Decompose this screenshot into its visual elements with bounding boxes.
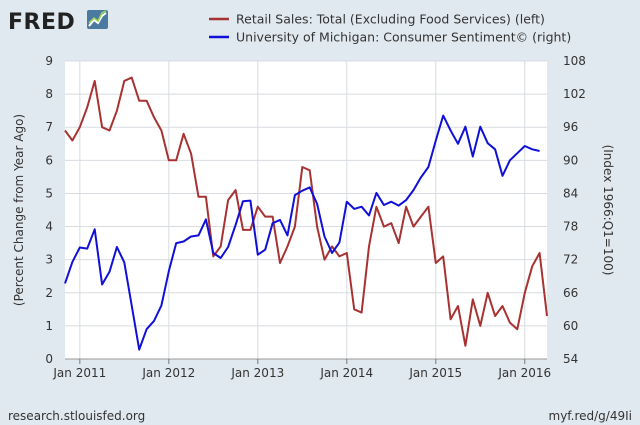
right-tick-label: 96 — [563, 120, 578, 134]
left-tick-label: 7 — [45, 120, 53, 134]
left-tick-label: 3 — [45, 253, 53, 267]
right-axis-title: (Index 1966:Q1=100) — [601, 145, 615, 276]
fred-logo[interactable]: FRED — [8, 10, 108, 35]
x-tick-label: Jan 2014 — [319, 366, 373, 380]
x-tick-label: Jan 2016 — [497, 366, 551, 380]
series-line-retail-sales[interactable] — [64, 76, 548, 347]
left-tick-label: 0 — [45, 352, 53, 366]
left-tick-label: 8 — [45, 87, 53, 101]
left-tick-label: 4 — [45, 220, 53, 234]
series-line-consumer-sentiment[interactable] — [64, 114, 540, 351]
right-axis-ticks: 54 60 66 72 78 84 90 96 102 108 — [563, 54, 586, 366]
fred-chart-logo-icon — [87, 10, 108, 29]
right-tick-label: 72 — [563, 253, 578, 267]
right-tick-label: 102 — [563, 87, 586, 101]
x-tick-label: Jan 2011 — [52, 366, 106, 380]
legend: Retail Sales: Total (Excluding Food Serv… — [209, 12, 571, 45]
legend-entry[interactable]: Retail Sales: Total (Excluding Food Serv… — [236, 12, 545, 27]
plot-area — [65, 61, 547, 359]
right-tick-label: 66 — [563, 286, 578, 300]
x-tick-label: Jan 2012 — [141, 366, 195, 380]
short-link[interactable]: myf.red/g/49Ii — [549, 409, 632, 423]
left-tick-label: 2 — [45, 286, 53, 300]
logo-text: FRED — [8, 10, 75, 35]
legend-entry[interactable]: University of Michigan: Consumer Sentime… — [236, 30, 571, 45]
left-axis-ticks: 0 1 2 3 4 5 6 7 8 9 — [45, 54, 53, 366]
x-tick-label: Jan 2013 — [230, 366, 284, 380]
left-tick-label: 9 — [45, 54, 53, 68]
right-tick-label: 54 — [563, 352, 578, 366]
left-tick-label: 6 — [45, 153, 53, 167]
x-axis-ticks: Jan 2011 Jan 2012 Jan 2013 Jan 2014 Jan 2015… — [52, 359, 551, 380]
right-tick-label: 90 — [563, 153, 578, 167]
x-tick-label: Jan 2015 — [408, 366, 462, 380]
left-tick-label: 1 — [45, 319, 53, 333]
series-layer — [64, 76, 548, 351]
right-tick-label: 84 — [563, 186, 578, 200]
gridlines — [65, 60, 547, 360]
left-axis-title: (Percent Change from Year Ago) — [12, 114, 26, 306]
right-tick-label: 78 — [563, 220, 578, 234]
source-link[interactable]: research.stlouisfed.org — [8, 409, 145, 423]
right-tick-label: 108 — [563, 54, 586, 68]
left-tick-label: 5 — [45, 186, 53, 200]
right-tick-label: 60 — [563, 319, 578, 333]
